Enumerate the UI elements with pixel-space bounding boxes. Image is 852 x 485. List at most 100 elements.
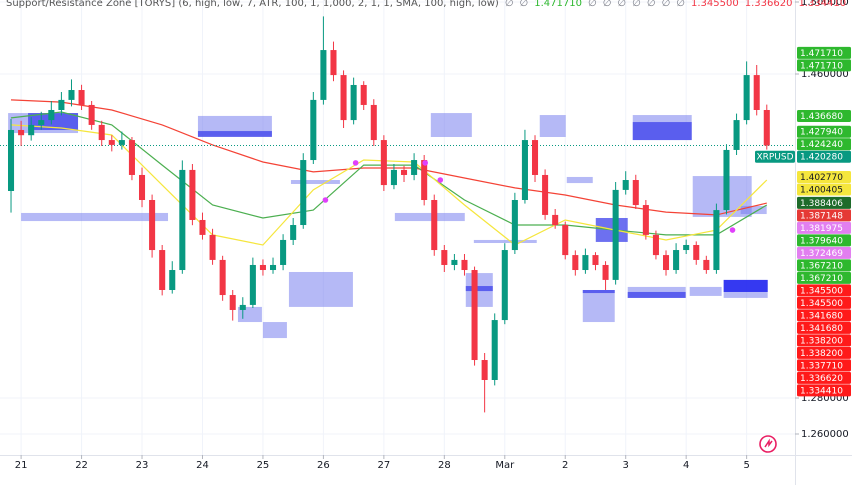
logo-bolt xyxy=(764,438,773,448)
price-tag xyxy=(797,259,851,272)
candle-body xyxy=(58,99,65,110)
header-value: ∅ xyxy=(647,0,656,9)
sr-zone xyxy=(465,286,493,292)
candle-body xyxy=(259,264,266,271)
candle-body xyxy=(622,180,629,190)
header-value: 1.345500 xyxy=(691,0,739,9)
candle-body xyxy=(421,160,428,200)
price-tag xyxy=(797,284,851,297)
candle-body xyxy=(169,270,176,290)
candle-body xyxy=(461,259,468,271)
price-tag xyxy=(797,109,851,122)
price-tag xyxy=(797,59,851,72)
price-tag-label: 1.336620 xyxy=(800,374,843,384)
header-value: ∅ xyxy=(588,0,597,9)
header-value: ∅ xyxy=(662,0,671,9)
candle-body xyxy=(552,214,559,226)
price-tag-label: 1.367210 xyxy=(800,261,843,271)
sr-zone xyxy=(394,212,465,222)
price-tag xyxy=(797,371,851,384)
price-tag xyxy=(797,183,851,196)
price-tag-label: 1.338200 xyxy=(800,349,843,359)
price-tag-label: 1.338200 xyxy=(800,336,843,346)
price-tag-label: 1.387148 xyxy=(800,211,843,221)
x-tick-label: 4 xyxy=(683,460,689,471)
header-value: ∅ xyxy=(505,0,514,9)
symbol-tag xyxy=(755,150,795,163)
candle-body xyxy=(159,250,166,290)
price-tag xyxy=(797,46,851,59)
candle-body xyxy=(602,264,609,280)
candle-body xyxy=(582,255,589,271)
price-tag-label: 1.402770 xyxy=(800,173,843,183)
price-tag-label: 1.400405 xyxy=(800,186,843,196)
price-tag-label: 1.341680 xyxy=(800,324,843,334)
candle-body xyxy=(219,259,226,296)
candle-body xyxy=(501,250,508,321)
sr-zone xyxy=(237,306,262,323)
price-tag xyxy=(797,334,851,347)
candle-body xyxy=(693,244,700,260)
price-tag-label: 1.436680 xyxy=(800,112,843,122)
sr-zone xyxy=(21,212,169,222)
candle-body xyxy=(572,255,579,271)
candle-body xyxy=(239,304,246,310)
price-tag-label: 1.471710 xyxy=(800,49,843,59)
candle-body xyxy=(380,140,387,186)
candle-body xyxy=(269,264,277,271)
price-tag xyxy=(797,171,851,184)
header-value: ∅ xyxy=(676,0,685,9)
candle-body xyxy=(471,270,478,361)
price-tag xyxy=(797,209,851,222)
price-tag-label: 1.341680 xyxy=(800,311,843,321)
candle-body xyxy=(491,320,498,380)
sr-zone xyxy=(430,113,472,137)
signal-dot xyxy=(437,177,444,183)
price-tag-label: 1.381975 xyxy=(800,224,843,234)
symbol-label: XRPUSD xyxy=(756,153,793,163)
candle-body xyxy=(229,295,236,310)
candle-body xyxy=(68,90,75,100)
y-tick-label: 1.280000 xyxy=(801,393,849,404)
candle-body xyxy=(451,259,458,265)
signal-dot xyxy=(322,197,329,203)
sr-zone xyxy=(539,115,566,137)
candle-body xyxy=(703,259,710,271)
candle-body xyxy=(411,160,418,175)
price-tag xyxy=(797,138,851,151)
candle-body xyxy=(38,120,45,125)
candle-body xyxy=(149,199,156,251)
candle-body xyxy=(521,140,528,200)
sr-zone xyxy=(627,291,686,298)
sr-zone xyxy=(582,289,615,323)
candle-body xyxy=(249,264,256,305)
signal-dot xyxy=(422,160,428,166)
moving-average xyxy=(10,111,768,236)
sr-zone xyxy=(566,176,593,184)
candle-body xyxy=(390,169,397,186)
price-tag-label: 1.372469 xyxy=(800,249,843,259)
price-tag xyxy=(797,221,851,234)
sr-zone xyxy=(689,286,722,296)
candle-body xyxy=(431,199,438,251)
price-tag-label: 1.379640 xyxy=(800,236,843,246)
sr-zone xyxy=(290,180,340,184)
price-tag-label: 1.367210 xyxy=(800,274,843,284)
logo xyxy=(759,435,777,453)
moving-average xyxy=(10,99,767,216)
sr-zone xyxy=(723,279,768,292)
candle-body xyxy=(199,219,206,235)
moving-average xyxy=(10,124,768,246)
candle-body xyxy=(592,255,599,265)
candle-body xyxy=(78,90,85,105)
candle-body xyxy=(320,50,327,100)
price-tag xyxy=(797,309,851,322)
candle-body xyxy=(280,239,287,265)
price-tag xyxy=(797,346,851,359)
candle-body xyxy=(118,140,125,145)
price-tag-label: 1.337710 xyxy=(800,361,843,371)
candle-body xyxy=(18,129,25,136)
header-value: 1.336620 xyxy=(745,0,793,9)
